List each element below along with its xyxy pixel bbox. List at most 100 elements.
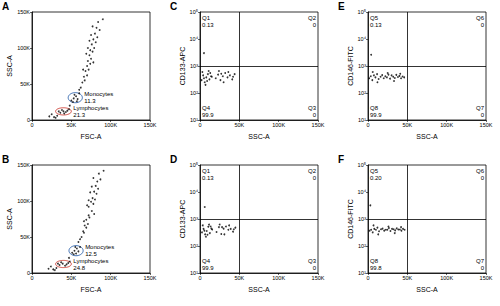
svg-text:150K: 150K [480,275,493,281]
svg-text:100K: 100K [17,45,30,51]
svg-text:21.3: 21.3 [73,112,85,118]
svg-text:0.13: 0.13 [202,22,214,28]
svg-text:10³: 10³ [190,63,198,69]
svg-text:SSC-A: SSC-A [416,286,438,293]
svg-text:Q4: Q4 [202,105,211,111]
svg-text:FSC-A: FSC-A [81,286,102,293]
svg-text:50K: 50K [234,122,244,128]
svg-text:10¹: 10¹ [358,117,366,123]
svg-text:0: 0 [30,275,33,281]
svg-text:150K: 150K [144,122,157,128]
svg-text:Q1: Q1 [202,15,211,21]
svg-text:E: E [338,1,345,12]
svg-text:Q5: Q5 [370,168,379,174]
svg-text:0.20: 0.20 [370,175,382,181]
svg-text:D: D [170,154,177,165]
svg-text:10⁴: 10⁴ [358,189,367,195]
svg-text:A: A [2,1,9,12]
svg-text:Q2: Q2 [308,15,317,21]
svg-text:C: C [170,1,177,12]
svg-text:10²: 10² [358,90,366,96]
svg-text:10⁴: 10⁴ [190,36,199,42]
svg-text:Q5: Q5 [370,15,379,21]
svg-text:100K: 100K [440,122,453,128]
svg-text:Q6: Q6 [476,15,485,21]
svg-text:10³: 10³ [358,63,366,69]
svg-text:10¹: 10¹ [190,117,198,123]
svg-text:0: 0 [366,122,369,128]
svg-text:100K: 100K [272,275,285,281]
svg-text:10³: 10³ [190,216,198,222]
svg-text:10²: 10² [190,243,198,249]
svg-text:Q8: Q8 [370,258,379,264]
svg-text:SSC-A: SSC-A [6,208,13,230]
svg-text:10⁵: 10⁵ [358,9,366,15]
svg-text:100K: 100K [440,275,453,281]
svg-text:11.3: 11.3 [84,98,96,104]
svg-text:0: 0 [313,265,317,271]
svg-text:50K: 50K [20,234,30,240]
svg-text:100K: 100K [104,122,117,128]
svg-text:Q3: Q3 [308,258,317,264]
svg-text:50K: 50K [402,122,412,128]
svg-text:0: 0 [198,122,201,128]
svg-text:Q7: Q7 [476,105,485,111]
svg-text:100K: 100K [104,275,117,281]
svg-text:CD146-FITC: CD146-FITC [347,199,354,239]
svg-text:24.8: 24.8 [73,265,85,271]
svg-text:50K: 50K [402,275,412,281]
svg-text:Q6: Q6 [476,168,485,174]
svg-text:Q4: Q4 [202,258,211,264]
svg-text:0: 0 [481,22,485,28]
svg-text:10²: 10² [190,90,198,96]
svg-text:Q7: Q7 [476,258,485,264]
svg-text:0: 0 [481,175,485,181]
svg-text:0: 0 [481,265,485,271]
svg-text:50K: 50K [66,275,76,281]
svg-text:100K: 100K [272,122,285,128]
svg-text:Lymphocytes: Lymphocytes [73,105,108,111]
svg-text:150K: 150K [312,275,325,281]
svg-text:Q8: Q8 [370,105,379,111]
svg-text:99.9: 99.9 [202,112,214,118]
svg-text:10⁴: 10⁴ [190,189,199,195]
svg-text:150K: 150K [17,9,30,15]
svg-text:99.8: 99.8 [370,265,382,271]
svg-text:10⁵: 10⁵ [190,9,198,15]
svg-text:0: 0 [481,112,485,118]
svg-text:Q3: Q3 [308,105,317,111]
svg-text:10⁴: 10⁴ [358,36,367,42]
svg-text:10²: 10² [358,243,366,249]
svg-text:0: 0 [313,175,317,181]
svg-text:SSC-A: SSC-A [6,55,13,77]
svg-text:10³: 10³ [358,216,366,222]
svg-text:Lymphocytes: Lymphocytes [73,258,108,264]
svg-text:10⁵: 10⁵ [358,162,366,168]
svg-text:10¹: 10¹ [358,270,366,276]
svg-text:150K: 150K [312,122,325,128]
svg-text:10⁵: 10⁵ [190,162,198,168]
svg-text:Monocytes: Monocytes [84,91,113,97]
svg-text:SSC-A: SSC-A [248,133,270,140]
svg-text:150K: 150K [17,162,30,168]
svg-text:0: 0 [30,122,33,128]
svg-text:SSC-A: SSC-A [248,286,270,293]
svg-text:99.9: 99.9 [370,112,382,118]
svg-text:Q2: Q2 [308,168,317,174]
svg-text:F: F [338,154,344,165]
svg-text:150K: 150K [144,275,157,281]
svg-text:Monocytes: Monocytes [85,244,114,250]
svg-text:CD146-FITC: CD146-FITC [347,46,354,86]
svg-text:50K: 50K [234,275,244,281]
svg-text:0: 0 [313,112,317,118]
svg-text:CD133-APC: CD133-APC [179,200,186,239]
svg-text:Q1: Q1 [202,168,211,174]
svg-text:99.9: 99.9 [202,265,214,271]
svg-text:0: 0 [198,275,201,281]
svg-text:50K: 50K [20,81,30,87]
svg-text:50K: 50K [66,122,76,128]
svg-text:0: 0 [313,22,317,28]
svg-text:0: 0 [366,275,369,281]
svg-text:CD133-APC: CD133-APC [179,47,186,86]
svg-text:0.13: 0.13 [202,175,214,181]
